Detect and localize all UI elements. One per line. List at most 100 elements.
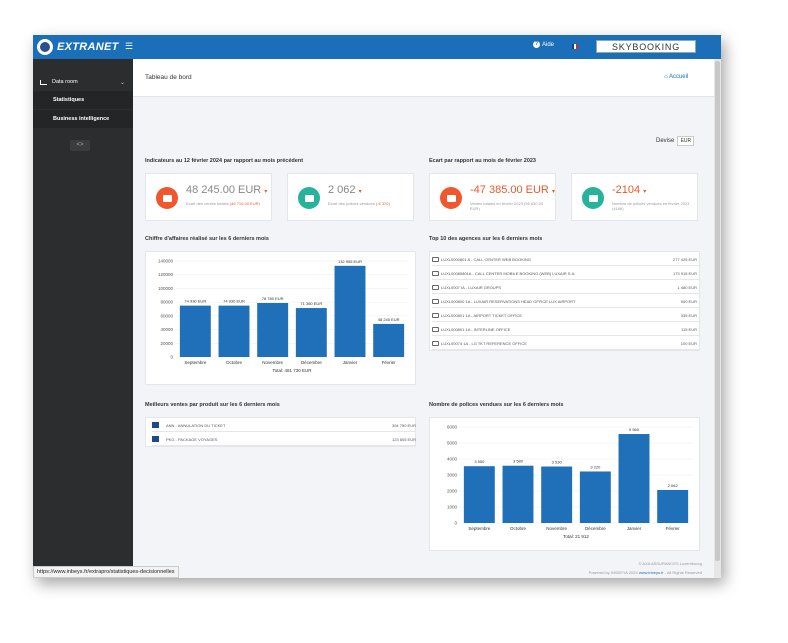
- help-link[interactable]: ? Aide: [533, 41, 554, 48]
- sidebar-item-data-room[interactable]: Data room ⌄: [33, 73, 133, 91]
- computer-icon: [432, 312, 439, 318]
- scrollbar[interactable]: [714, 59, 721, 578]
- help-label: Aide: [542, 41, 555, 48]
- policies-chart-title: Nombre de polices vendues sur les 6 dern…: [429, 402, 564, 408]
- x-tick-label: Février: [666, 526, 681, 531]
- footer-copyright: © AXA ASSURANCES Luxembourg: [638, 561, 702, 566]
- list-item[interactable]: LUXL00074 1A - LG TKT REFERENCE OFFICE 1…: [432, 337, 699, 350]
- kpi-subtext: Ecart des polices vendues (-6 370): [328, 201, 390, 206]
- main-content: Tableau de bord ⌂ Accueil Devise EUR Ind…: [133, 59, 714, 578]
- y-tick-label: 0: [454, 521, 457, 526]
- computer-icon: [432, 256, 439, 262]
- policies-bar: [463, 466, 495, 523]
- y-tick-label: 0: [170, 355, 173, 360]
- x-tick-label: Décembre: [301, 360, 322, 365]
- y-tick-label: 100000: [158, 286, 174, 291]
- policies-data-label: 3 550: [474, 459, 485, 464]
- x-tick-label: Novembre: [546, 526, 567, 531]
- list-item[interactable]: LUXL000801 1A - AIRPORT TICKET OFFICE 33…: [432, 309, 699, 322]
- x-tick-label: Décembre: [585, 526, 606, 531]
- products-title: Meilleurs ventes par produit sur les 6 d…: [145, 402, 280, 408]
- kpi-value: -2104 ▾: [612, 184, 647, 196]
- brand[interactable]: EXTRANET: [33, 35, 133, 59]
- status-bar-url: https://www.inbeys.fr/extrapro/statistiq…: [33, 566, 179, 578]
- computer-icon: [432, 270, 439, 276]
- home-link[interactable]: ⌂ Accueil: [664, 74, 689, 80]
- x-tick-label: Février: [382, 360, 397, 365]
- plane-icon: [440, 187, 462, 209]
- sidebar: Data room ⌄ Statistiques Business intell…: [33, 59, 133, 578]
- cart-icon: [582, 187, 604, 209]
- kpi-subtext: Ecart des ventes totales (46 710.00 EUR): [186, 201, 260, 206]
- x-tick-label: Janvier: [343, 360, 358, 365]
- y-tick-label: 5000: [447, 441, 458, 446]
- arrow-down-icon: ▾: [264, 189, 268, 195]
- chart-total-label: Total: 21 912: [563, 534, 589, 539]
- revenue-bar: [179, 305, 211, 357]
- french-flag-icon[interactable]: [572, 44, 578, 49]
- list-item[interactable]: LUXL0000801 A - CALL CENTER WEB BOOKING …: [432, 253, 699, 266]
- revenue-chart-title: Chiffre d'affaires réalisé sur les 6 der…: [145, 236, 269, 242]
- y-tick-label: 2000: [447, 489, 458, 494]
- computer-icon: [432, 298, 439, 304]
- sidebar-item-statistiques[interactable]: Statistiques: [33, 91, 133, 109]
- comparison-title: Ecart par rapport au mois de février 202…: [429, 158, 536, 164]
- page-header: Tableau de bord ⌂ Accueil: [133, 59, 714, 97]
- policies-bar: [579, 471, 611, 523]
- policies-chart-panel: 6000 5000 4000 3000 2000 1000 0 3 550 Septembre 3…: [429, 417, 700, 551]
- list-item[interactable]: PKG - PACKAGE VOYAGES 123 805 EUR: [152, 433, 416, 446]
- footer-link[interactable]: www.inbeys.fr: [638, 570, 664, 575]
- revenue-bar: [334, 265, 366, 357]
- computer-icon: [432, 326, 439, 332]
- policies-chart: 6000 5000 4000 3000 2000 1000 0 3 550 Septembre 3…: [447, 425, 692, 539]
- policies-bar: [657, 490, 689, 523]
- sidebar-item-business-intelligence[interactable]: Business intelligence: [33, 110, 133, 128]
- y-tick-label: 4000: [447, 457, 458, 462]
- sidebar-collapse-button[interactable]: <>: [70, 140, 90, 151]
- hamburger-menu-icon[interactable]: ☰: [125, 41, 134, 51]
- x-tick-label: Janvier: [627, 526, 642, 531]
- revenue-bar: [257, 302, 289, 357]
- kpi-value: 48 245.00 EUR ▾: [186, 184, 268, 196]
- y-tick-label: 3000: [447, 473, 458, 478]
- list-item[interactable]: LUXL00080801A - CALL CENTER MOBILE BOOKI…: [432, 267, 699, 280]
- scrollbar-thumb[interactable]: [715, 61, 720, 561]
- list-item[interactable]: LUXL0007 IA - LUXAIR GROUPS 1 480 EUR: [432, 281, 699, 294]
- list-item[interactable]: LUXL000800 1A - LUXAIR RESERVATIONS HEAD…: [432, 295, 699, 308]
- y-tick-label: 120000: [158, 272, 174, 277]
- question-icon: ?: [533, 41, 540, 48]
- kpi-card-sales: 48 245.00 EUR ▾ Ecart des ventes totales…: [145, 173, 272, 221]
- computer-icon: [432, 284, 439, 290]
- revenue-bar: [218, 305, 250, 357]
- list-item[interactable]: LUXL000801 1A - INTERLINE OFFICE 115 EUR: [432, 323, 699, 336]
- y-tick-label: 20000: [160, 341, 173, 346]
- footer-powered: Powered by INSEEYA 2024 www.inbeys.fr - …: [588, 570, 702, 575]
- policies-data-label: 2 062: [668, 483, 679, 488]
- revenue-chart: 140000 120000 100000 80000 60000 40000 20000 0 7…: [158, 259, 408, 373]
- policies-bar: [618, 434, 650, 523]
- chevron-down-icon: ⌄: [119, 79, 125, 86]
- kpi-card-policies: 2 062 ▾ Ecart des polices vendues (-6 37…: [287, 173, 414, 221]
- list-item[interactable]: ANN - ANNULATION DU TICKET 394 750 EUR: [152, 419, 416, 432]
- policies-data-label: 3 220: [590, 464, 601, 469]
- revenue-data-label: 74 930 EUR: [223, 299, 245, 304]
- x-tick-label: Septembre: [468, 526, 491, 531]
- x-tick-label: Novembre: [262, 360, 283, 365]
- policies-bar: [541, 466, 573, 523]
- kpi-subtext: Ventes totales en février 2023 (95 630.0…: [470, 201, 544, 211]
- kpi-card-sales-diff: -47 385.00 EUR ▾ Ventes totales en févri…: [429, 173, 556, 221]
- cart-icon: [298, 187, 320, 209]
- kpi-subtext: Nombre de polices vendues en février 202…: [612, 201, 690, 211]
- arrow-down-icon: ▾: [358, 189, 362, 195]
- revenue-data-label: 74 930 EUR: [184, 299, 206, 304]
- bar-chart-icon: [40, 79, 47, 85]
- computer-icon: [432, 340, 439, 346]
- chart-total-label: Total: 481 730 EUR: [272, 368, 312, 373]
- y-tick-label: 60000: [160, 313, 173, 318]
- x-tick-label: Septembre: [184, 360, 207, 365]
- product-icon: [152, 436, 159, 442]
- browser-window: EXTRANET ☰ ? Aide SKYBOOKING Data room ⌄…: [33, 35, 721, 578]
- currency-select[interactable]: EUR: [677, 136, 695, 146]
- revenue-data-label: 48 245 EUR: [378, 317, 400, 322]
- revenue-data-label: 78 780 EUR: [262, 296, 284, 301]
